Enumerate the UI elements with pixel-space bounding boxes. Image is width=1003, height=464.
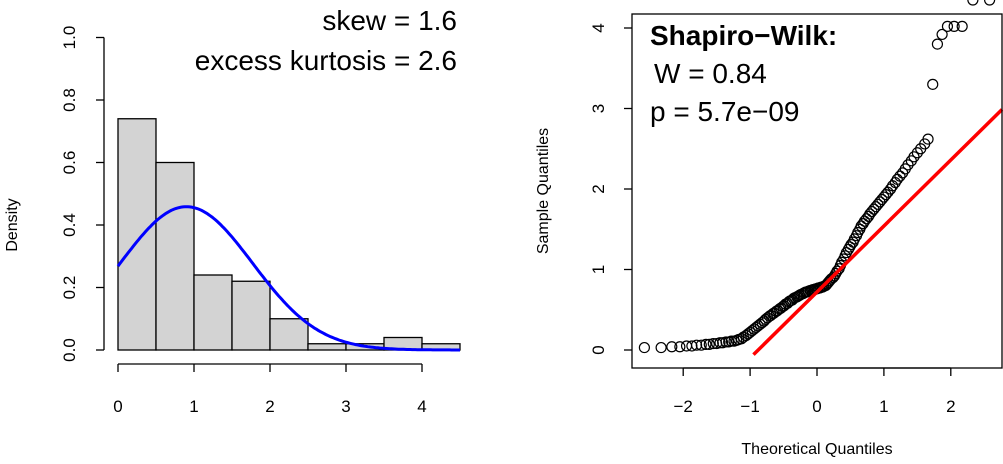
qq-point <box>922 133 934 145</box>
qq-x-tick-label: −2 <box>674 397 693 416</box>
qq-point <box>908 151 920 163</box>
histogram-y-tick-label: 0.2 <box>60 276 79 300</box>
histogram-x-tick-label: 4 <box>417 397 426 416</box>
qq-point <box>674 341 686 353</box>
histogram-bars <box>117 118 461 351</box>
histogram-x-tick-label: 3 <box>341 397 350 416</box>
qq-point <box>666 341 678 353</box>
qq-y-axis-label: Sample Quantiles <box>535 128 552 254</box>
qq-point <box>700 338 712 350</box>
p-value: p = 5.7e−09 <box>650 96 799 127</box>
qq-x-axis-label: Theoretical Quantiles <box>741 441 892 458</box>
qq-point <box>638 341 650 354</box>
qq-point <box>831 265 843 277</box>
histogram-x-axis: 0 1 2 3 4 <box>113 363 427 416</box>
qq-x-axis: −2 −1 0 1 2 <box>674 367 956 416</box>
histogram-bar <box>155 161 195 351</box>
qq-point <box>927 78 939 90</box>
qq-x-tick-label: 2 <box>946 397 955 416</box>
skew-annotation: skew = 1.6 <box>322 5 457 36</box>
histogram-y-tick-label: 0.0 <box>60 338 79 362</box>
qq-point <box>931 38 944 50</box>
qq-points <box>638 0 996 354</box>
histogram-x-tick-label: 2 <box>265 397 274 416</box>
qq-point <box>714 337 726 349</box>
histogram-x-tick-label: 1 <box>189 397 198 416</box>
qq-point <box>703 338 715 350</box>
shapiro-wilk-title: Shapiro−Wilk: <box>650 20 837 51</box>
qq-y-axis: 0 1 2 3 4 <box>589 23 632 355</box>
qq-point <box>967 0 979 6</box>
qq-point <box>695 339 707 351</box>
qq-point <box>941 20 954 32</box>
qq-x-tick-label: −1 <box>740 397 759 416</box>
histogram-x-tick-label: 0 <box>113 397 122 416</box>
histogram-y-axis: 0.0 0.2 0.4 0.6 0.8 1.0 <box>60 26 105 362</box>
histogram-bar <box>193 274 233 351</box>
qq-point <box>936 28 948 41</box>
normal-density-curve <box>116 205 460 352</box>
qq-point <box>848 233 861 245</box>
qq-point <box>902 159 914 171</box>
histogram-bar <box>269 318 309 351</box>
histogram-y-axis-label: Density <box>4 198 21 251</box>
qq-reference-line <box>752 108 1003 356</box>
histogram-panel: 0 1 2 3 4 0.0 0.2 0.4 0.6 0.8 1.0 Density skew = … <box>4 5 461 416</box>
qq-y-tick-label: 3 <box>589 104 608 113</box>
qq-x-tick-label: 1 <box>879 397 888 416</box>
histogram-bar <box>307 343 347 351</box>
qq-x-tick-label: 0 <box>812 397 821 416</box>
qq-plot-panel: −2 −1 0 1 2 0 1 2 3 4 Theoretical Quantiles Samp… <box>535 0 1003 458</box>
histogram-y-tick-label: 1.0 <box>60 26 79 50</box>
histogram-y-tick-label: 0.6 <box>60 151 79 175</box>
qq-point <box>845 238 857 251</box>
qq-point <box>911 147 923 159</box>
qq-y-tick-label: 1 <box>589 265 608 274</box>
qq-point <box>720 336 732 348</box>
qq-point <box>956 20 968 32</box>
qq-point <box>984 0 996 6</box>
qq-y-tick-label: 2 <box>589 184 608 193</box>
w-statistic: W = 0.84 <box>654 58 767 89</box>
qq-y-tick-label: 0 <box>589 345 608 354</box>
histogram-y-tick-label: 0.8 <box>60 88 79 112</box>
qq-point <box>655 341 667 354</box>
qq-y-tick-label: 4 <box>589 23 608 32</box>
qq-point <box>948 20 960 32</box>
qq-point <box>852 226 864 239</box>
histogram-y-tick-label: 0.4 <box>60 213 79 237</box>
histogram-bar <box>231 280 271 351</box>
kurtosis-annotation: excess kurtosis = 2.6 <box>195 45 457 76</box>
histogram-bar <box>117 118 157 351</box>
qq-point <box>894 170 906 182</box>
